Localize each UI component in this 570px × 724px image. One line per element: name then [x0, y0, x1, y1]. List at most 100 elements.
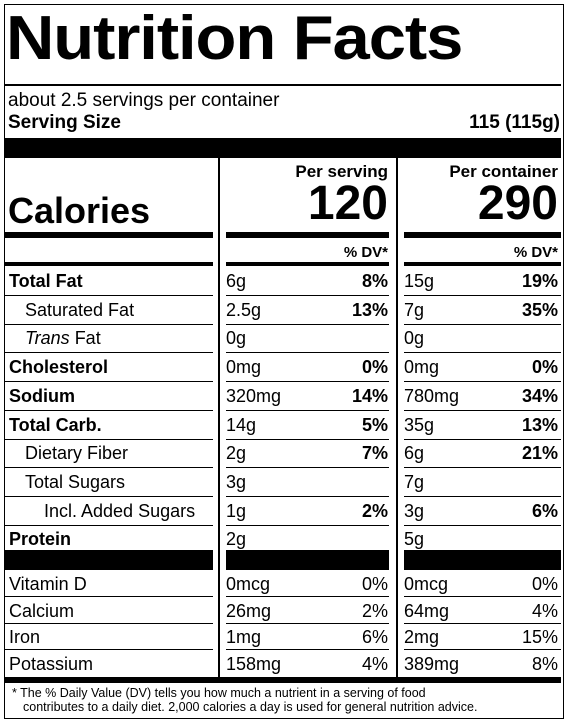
vitamin-bar-right — [404, 550, 561, 570]
nutrition-facts-panel — [4, 4, 564, 719]
per-container-header: Per container — [449, 162, 558, 181]
dv-bar-mid — [226, 262, 389, 266]
container-dv: 19% — [521, 271, 558, 291]
container-amount: 15g — [404, 271, 435, 291]
row-divider — [226, 409, 389, 411]
thick-divider — [5, 138, 561, 158]
container-dv: 0% — [531, 357, 558, 378]
calories-bar-left — [5, 232, 213, 238]
container-amount: 6g — [404, 443, 425, 464]
serving-dv: 2% — [361, 500, 388, 521]
serving-amount: 14g — [226, 414, 257, 435]
serving-dv: 0% — [361, 574, 388, 594]
serving-size-label: Serving Size — [8, 112, 121, 133]
serving-dv: 2% — [361, 600, 388, 621]
vitamin-row: Calcium 26mg 2% 64mg 4% — [0, 597, 570, 625]
container-amount: 0mg — [404, 357, 440, 378]
panel-title: Nutrition Facts — [6, 4, 463, 73]
serving-dv: 14% — [351, 385, 388, 406]
row-divider — [404, 409, 561, 411]
row-divider — [5, 381, 213, 383]
row-divider — [226, 438, 389, 440]
row-divider — [404, 352, 561, 354]
container-dv: 21% — [521, 443, 558, 464]
vitamin-bar-left — [5, 550, 213, 570]
vitamin-name: Potassium — [9, 653, 94, 674]
dv-header-serving: % DV* — [343, 244, 388, 261]
container-dv: 0% — [531, 574, 558, 594]
serving-amount: 2.5g — [226, 299, 262, 320]
row-divider — [5, 409, 213, 411]
row-divider — [5, 295, 213, 296]
dv-bar-left — [5, 262, 213, 266]
row-divider — [404, 323, 561, 325]
row-divider — [404, 649, 561, 650]
nutrient-row: Total Fat 6g 8% 15g 19% — [0, 267, 570, 295]
container-amount: 7g — [404, 471, 425, 492]
container-dv: 4% — [531, 600, 558, 621]
row-divider — [226, 295, 389, 296]
row-divider — [404, 495, 561, 497]
row-divider — [226, 649, 389, 650]
serving-dv: 7% — [361, 443, 388, 464]
title-divider — [5, 84, 561, 86]
row-divider — [404, 467, 561, 469]
container-amount: 35g — [404, 414, 435, 435]
calories-per-serving: 120 — [307, 177, 388, 230]
serving-amount: 0mcg — [226, 574, 271, 594]
container-amount: 3g — [404, 500, 425, 521]
nutrient-name: Dietary Fiber — [25, 443, 129, 464]
nutrient-name: Incl. Added Sugars — [44, 500, 196, 521]
serving-amount: 1g — [226, 500, 247, 521]
vitamin-name: Calcium — [9, 600, 75, 621]
container-dv: 13% — [521, 414, 558, 435]
container-amount: 780mg — [404, 385, 460, 406]
row-divider — [5, 495, 213, 497]
footnote-divider — [5, 677, 561, 683]
serving-amount: 320mg — [226, 385, 282, 406]
container-amount: 7g — [404, 299, 425, 320]
serving-amount: 6g — [226, 271, 247, 291]
row-divider — [226, 381, 389, 383]
vitamin-row: Iron 1mg 6% 2mg 15% — [0, 623, 570, 651]
serving-dv: 6% — [361, 627, 388, 647]
container-dv: 15% — [521, 627, 558, 647]
row-divider — [404, 622, 561, 624]
container-dv: 35% — [521, 299, 558, 320]
nutrient-name: Sodium — [9, 385, 75, 406]
row-divider — [5, 649, 213, 650]
container-amount: 0g — [404, 328, 425, 349]
serving-amount: 2g — [226, 443, 247, 464]
calories-label: Calories — [8, 190, 151, 231]
nutrient-name: Total Fat — [9, 271, 83, 291]
serving-dv: 0% — [361, 357, 388, 378]
dv-bar-right — [404, 262, 561, 266]
servings-per-container: about 2.5 servings per container — [8, 90, 280, 111]
nutrient-name: Total Sugars — [25, 471, 126, 492]
dv-header-container: % DV* — [513, 244, 558, 261]
container-amount: 64mg — [404, 600, 450, 621]
nutrient-row: Saturated Fat 2.5g 13% 7g 35% — [0, 296, 570, 324]
row-divider — [226, 622, 389, 624]
vitamin-row: Vitamin D 0mcg 0% 0mcg 0% — [0, 570, 570, 598]
row-divider — [226, 323, 389, 325]
row-divider — [404, 295, 561, 296]
row-divider — [226, 524, 389, 526]
calories-bar-right — [404, 232, 561, 238]
row-divider — [5, 438, 213, 440]
row-divider — [5, 622, 213, 624]
nutrient-row: Trans Fat 0g 0g — [0, 324, 570, 352]
serving-dv: 4% — [361, 653, 388, 674]
footnote: * The % Daily Value (DV) tells you how m… — [12, 686, 552, 714]
serving-dv: 8% — [361, 271, 388, 291]
serving-amount: 2g — [226, 529, 247, 550]
nutrient-name: Trans Fat — [25, 328, 101, 349]
nutrient-row: Total Carb. 14g 5% 35g 13% — [0, 411, 570, 439]
vitamin-name: Iron — [9, 627, 41, 647]
row-divider — [5, 524, 213, 526]
per-serving-header: Per serving — [295, 162, 388, 181]
row-divider — [226, 495, 389, 497]
nutrient-name-italic: Trans — [25, 328, 70, 349]
container-dv: 8% — [531, 653, 558, 674]
calories-bar-mid — [226, 232, 389, 238]
